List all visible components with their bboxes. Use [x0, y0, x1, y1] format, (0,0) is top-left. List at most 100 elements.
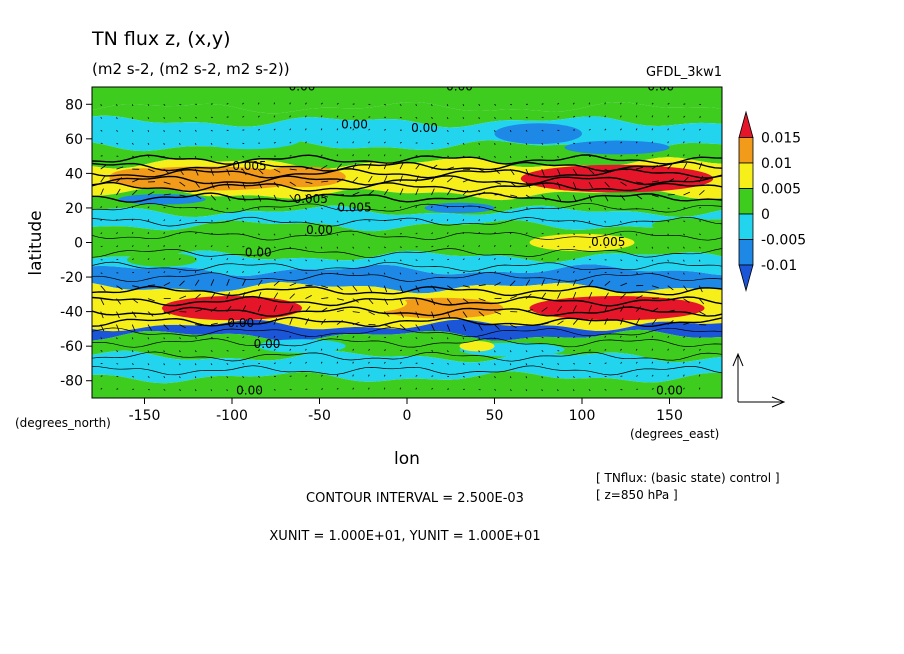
flux-vector	[132, 178, 139, 183]
flux-vector	[383, 162, 388, 170]
flux-vector	[415, 219, 418, 222]
y-tick-label: -40	[60, 305, 83, 321]
flux-vector	[399, 154, 402, 157]
flux-vector	[415, 374, 418, 377]
flux-vector	[667, 387, 670, 390]
flux-vector	[494, 155, 496, 158]
flux-vector	[415, 188, 419, 196]
flux-vector	[478, 219, 480, 222]
flux-vector	[462, 337, 465, 340]
flux-vector	[478, 363, 481, 366]
flux-vector	[100, 104, 102, 107]
flux-vector	[494, 232, 496, 235]
flux-vector	[431, 219, 433, 222]
flux-vector	[651, 285, 659, 289]
flux-vector	[257, 318, 263, 325]
flux-vector	[446, 188, 452, 196]
flux-vector	[478, 117, 480, 120]
flux-vector	[368, 162, 372, 170]
flux-vector	[572, 291, 577, 299]
flux-vector	[399, 246, 402, 248]
flux-vector	[620, 128, 622, 131]
flux-vector	[462, 324, 467, 332]
flux-vector	[289, 115, 291, 118]
flux-vector	[698, 387, 701, 390]
contour-label: 0.00	[227, 316, 254, 330]
flux-vector	[651, 335, 654, 338]
flux-vector	[320, 318, 326, 325]
flux-vector	[698, 175, 704, 183]
flux-vector	[242, 142, 245, 145]
flux-vector	[116, 298, 122, 305]
flux-vector	[352, 128, 355, 131]
contour-interval-text: CONTOUR INTERVAL = 2.500E-03	[306, 491, 524, 506]
flux-vector	[383, 285, 388, 293]
flux-vector	[620, 293, 626, 299]
flux-vector	[667, 163, 673, 170]
flux-vector	[635, 259, 638, 262]
flux-vector	[635, 115, 638, 118]
flux-vector	[494, 103, 497, 106]
flux-vector	[336, 298, 344, 301]
flux-vector	[163, 389, 166, 391]
flux-vector	[557, 207, 560, 210]
contour-line	[92, 248, 722, 258]
flux-vector	[667, 259, 669, 262]
flux-vector	[226, 207, 229, 210]
flux-vector	[336, 178, 344, 183]
flux-vector	[131, 130, 134, 132]
flux-vector	[305, 246, 307, 249]
flux-vector	[384, 324, 391, 328]
flux-vector	[462, 376, 465, 378]
flux-vector	[462, 117, 465, 120]
flux-vector	[147, 271, 150, 274]
flux-vector	[541, 194, 547, 201]
flux-vector	[588, 349, 591, 351]
flux-vector	[383, 374, 386, 377]
flux-vector	[541, 307, 548, 312]
flux-vector	[226, 389, 228, 392]
flux-vector	[651, 388, 654, 390]
contour-line	[92, 337, 722, 348]
flux-vector	[320, 259, 323, 262]
flux-vector	[635, 318, 640, 325]
field-band	[92, 219, 722, 263]
flux-vector	[683, 115, 686, 118]
flux-vector	[572, 319, 579, 325]
flux-vector	[163, 117, 166, 120]
flux-vector	[179, 389, 181, 392]
flux-vector	[667, 246, 669, 249]
flux-vector	[242, 207, 244, 210]
flux-vector	[620, 305, 625, 312]
flux-vector	[352, 246, 354, 249]
field-patch	[459, 340, 495, 352]
contour-line	[92, 272, 722, 283]
flux-vector	[604, 348, 607, 351]
flux-vector	[604, 115, 606, 118]
x-axis-units: (degrees_east)	[630, 427, 719, 441]
flux-vector	[194, 389, 197, 392]
flux-vector	[399, 188, 404, 196]
flux-vector	[667, 374, 669, 377]
flux-vector	[336, 141, 339, 144]
flux-vector	[635, 233, 638, 236]
flux-vector	[194, 232, 197, 235]
flux-vector	[541, 245, 544, 248]
flux-vector	[257, 304, 262, 312]
flux-vector	[636, 154, 638, 157]
flux-vector	[131, 232, 134, 235]
flux-vector	[320, 207, 323, 210]
flux-vector	[415, 259, 418, 261]
flux-vector	[588, 389, 591, 391]
flux-vector	[242, 319, 248, 325]
flux-vector	[462, 155, 465, 158]
flux-vector	[147, 155, 150, 158]
flux-vector	[132, 285, 140, 288]
colorbar-label: -0.01	[761, 258, 797, 274]
flux-vector	[321, 388, 324, 390]
flux-vector	[462, 232, 465, 235]
flux-vector	[147, 168, 155, 173]
flux-vector	[132, 298, 139, 304]
flux-vector	[399, 337, 402, 339]
flux-vector	[116, 219, 118, 222]
